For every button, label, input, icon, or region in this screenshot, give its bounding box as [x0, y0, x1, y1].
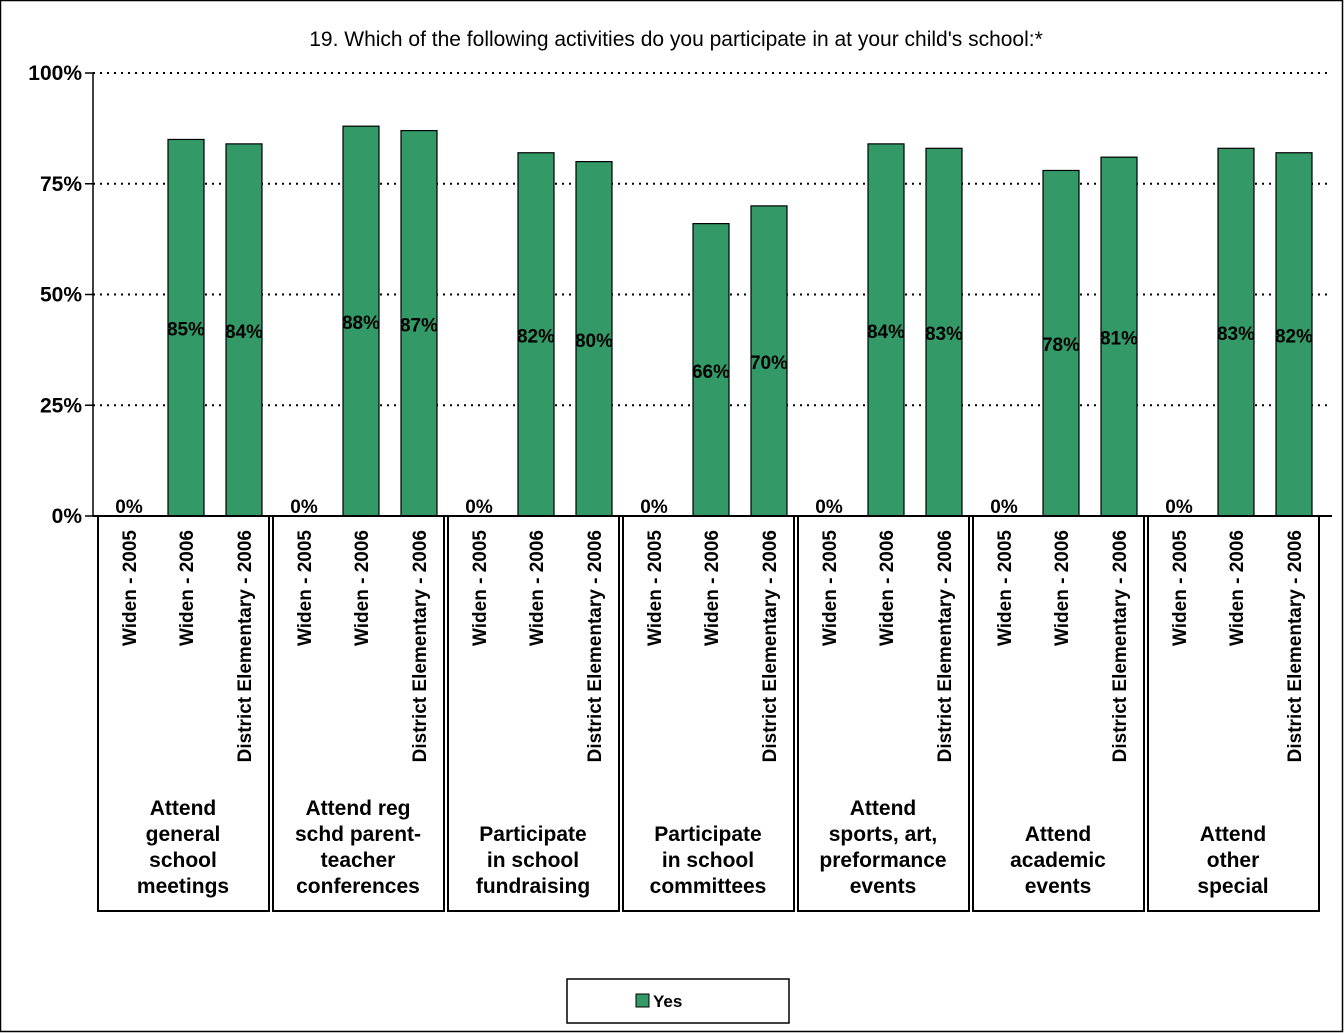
x-category-label: special — [1197, 875, 1268, 898]
data-label: 78% — [1042, 335, 1080, 356]
x-category-label: preformance — [819, 849, 946, 872]
x-subcategory-label: District Elementary - 2006 — [410, 530, 431, 762]
y-axis: 0% 25% 50% 75% 100% — [28, 62, 94, 528]
x-subcategory-label: Widen - 2005 — [470, 530, 491, 646]
x-subcategory-label: Widen - 2005 — [645, 530, 666, 646]
legend-swatch — [635, 993, 650, 1008]
x-category-label: general — [146, 823, 221, 846]
bar — [575, 161, 613, 517]
y-tick-label: 0% — [52, 505, 83, 528]
x-category-label: sports, art, — [829, 823, 938, 846]
x-subcategory-label: Widen - 2006 — [352, 530, 373, 646]
x-category-label: in school — [487, 849, 579, 872]
bar — [1042, 169, 1080, 517]
bar — [1100, 156, 1138, 517]
data-label: 80% — [575, 331, 613, 352]
chart-title: 19. Which of the following activities do… — [309, 28, 1043, 51]
data-label: 0% — [115, 497, 143, 518]
x-subcategory-label: Widen - 2005 — [295, 530, 316, 646]
data-label: 0% — [815, 497, 843, 518]
x-category-label: Participate — [654, 823, 761, 846]
bar — [342, 125, 380, 517]
data-labels: 0% 85% 84% 0% 88% 87% 0% 82% 80% 0% 66% 70% 0% 84% 83%… — [115, 313, 1313, 518]
data-label: 0% — [990, 497, 1018, 518]
x-category-label: school — [149, 849, 217, 872]
x-category-label: Attend — [150, 797, 217, 820]
x-subcategory-label: District Elementary - 2006 — [1285, 530, 1306, 762]
bar — [1217, 147, 1255, 517]
x-category-label: committees — [650, 875, 767, 898]
bar — [692, 223, 730, 517]
y-tick-label: 50% — [40, 284, 82, 307]
x-axis: Widen - 2005 Widen - 2006 District Element… — [93, 515, 1332, 912]
data-label: 88% — [342, 313, 380, 334]
data-label: 0% — [290, 497, 318, 518]
data-label: 66% — [692, 362, 730, 383]
data-label: 82% — [517, 326, 555, 347]
x-category-label: in school — [662, 849, 754, 872]
x-category-label: schd parent- — [295, 823, 421, 846]
data-label: 84% — [225, 322, 263, 343]
data-label: 85% — [167, 320, 205, 341]
x-category-label: Attend — [1200, 823, 1267, 846]
data-label: 87% — [400, 315, 438, 336]
bar — [225, 143, 263, 517]
x-category-label: fundraising — [476, 875, 590, 898]
x-subcategory-label: District Elementary - 2006 — [1110, 530, 1131, 762]
legend-box — [566, 978, 790, 1024]
x-subcategory-label: Widen - 2006 — [1052, 530, 1073, 646]
x-category-label: academic — [1010, 849, 1106, 872]
x-category-label: conferences — [296, 875, 420, 898]
data-label: 84% — [867, 322, 905, 343]
legend: Yes — [566, 978, 790, 1024]
y-tick-label: 100% — [28, 62, 82, 85]
x-subcategory-label: District Elementary - 2006 — [585, 530, 606, 762]
x-category-label: Participate — [479, 823, 586, 846]
x-subcategory-label: District Elementary - 2006 — [935, 530, 956, 762]
y-tick-label: 75% — [40, 173, 82, 196]
data-label: 0% — [640, 497, 668, 518]
x-subcategory-label: Widen - 2005 — [820, 530, 841, 646]
x-category-label: events — [850, 875, 917, 898]
x-subcategory-label: Widen - 2006 — [1227, 530, 1248, 646]
bar — [925, 147, 963, 517]
bar — [1275, 152, 1313, 517]
x-subcategory-label: Widen - 2005 — [995, 530, 1016, 646]
data-label: 81% — [1100, 329, 1138, 350]
data-label: 0% — [465, 497, 493, 518]
x-subcategory-label: Widen - 2006 — [527, 530, 548, 646]
x-category-label: Attend reg — [306, 797, 411, 820]
x-subcategory-label: Widen - 2006 — [177, 530, 198, 646]
x-subcategory-label: Widen - 2005 — [1170, 530, 1191, 646]
x-subcategory-label: Widen - 2005 — [120, 530, 141, 646]
x-category-label: meetings — [137, 875, 229, 898]
bar — [750, 205, 788, 517]
bar — [400, 129, 438, 517]
x-subcategory-label: District Elementary - 2006 — [235, 530, 256, 762]
data-label: 82% — [1275, 326, 1313, 347]
y-tick-label: 25% — [40, 394, 82, 417]
data-label: 83% — [925, 324, 963, 345]
x-category-label: events — [1025, 875, 1092, 898]
x-category-label: Attend — [850, 797, 917, 820]
x-subcategory-label: Widen - 2006 — [702, 530, 723, 646]
x-category-label: Attend — [1025, 823, 1092, 846]
x-subcategory-label: Widen - 2006 — [877, 530, 898, 646]
x-category-label: teacher — [321, 849, 396, 872]
data-label: 83% — [1217, 324, 1255, 345]
data-label: 0% — [1165, 497, 1193, 518]
x-subcategory-label: District Elementary - 2006 — [760, 530, 781, 762]
data-label: 70% — [750, 353, 788, 374]
x-category-label: other — [1207, 849, 1260, 872]
legend-label-yes: Yes — [653, 992, 682, 1011]
bar — [517, 152, 555, 517]
